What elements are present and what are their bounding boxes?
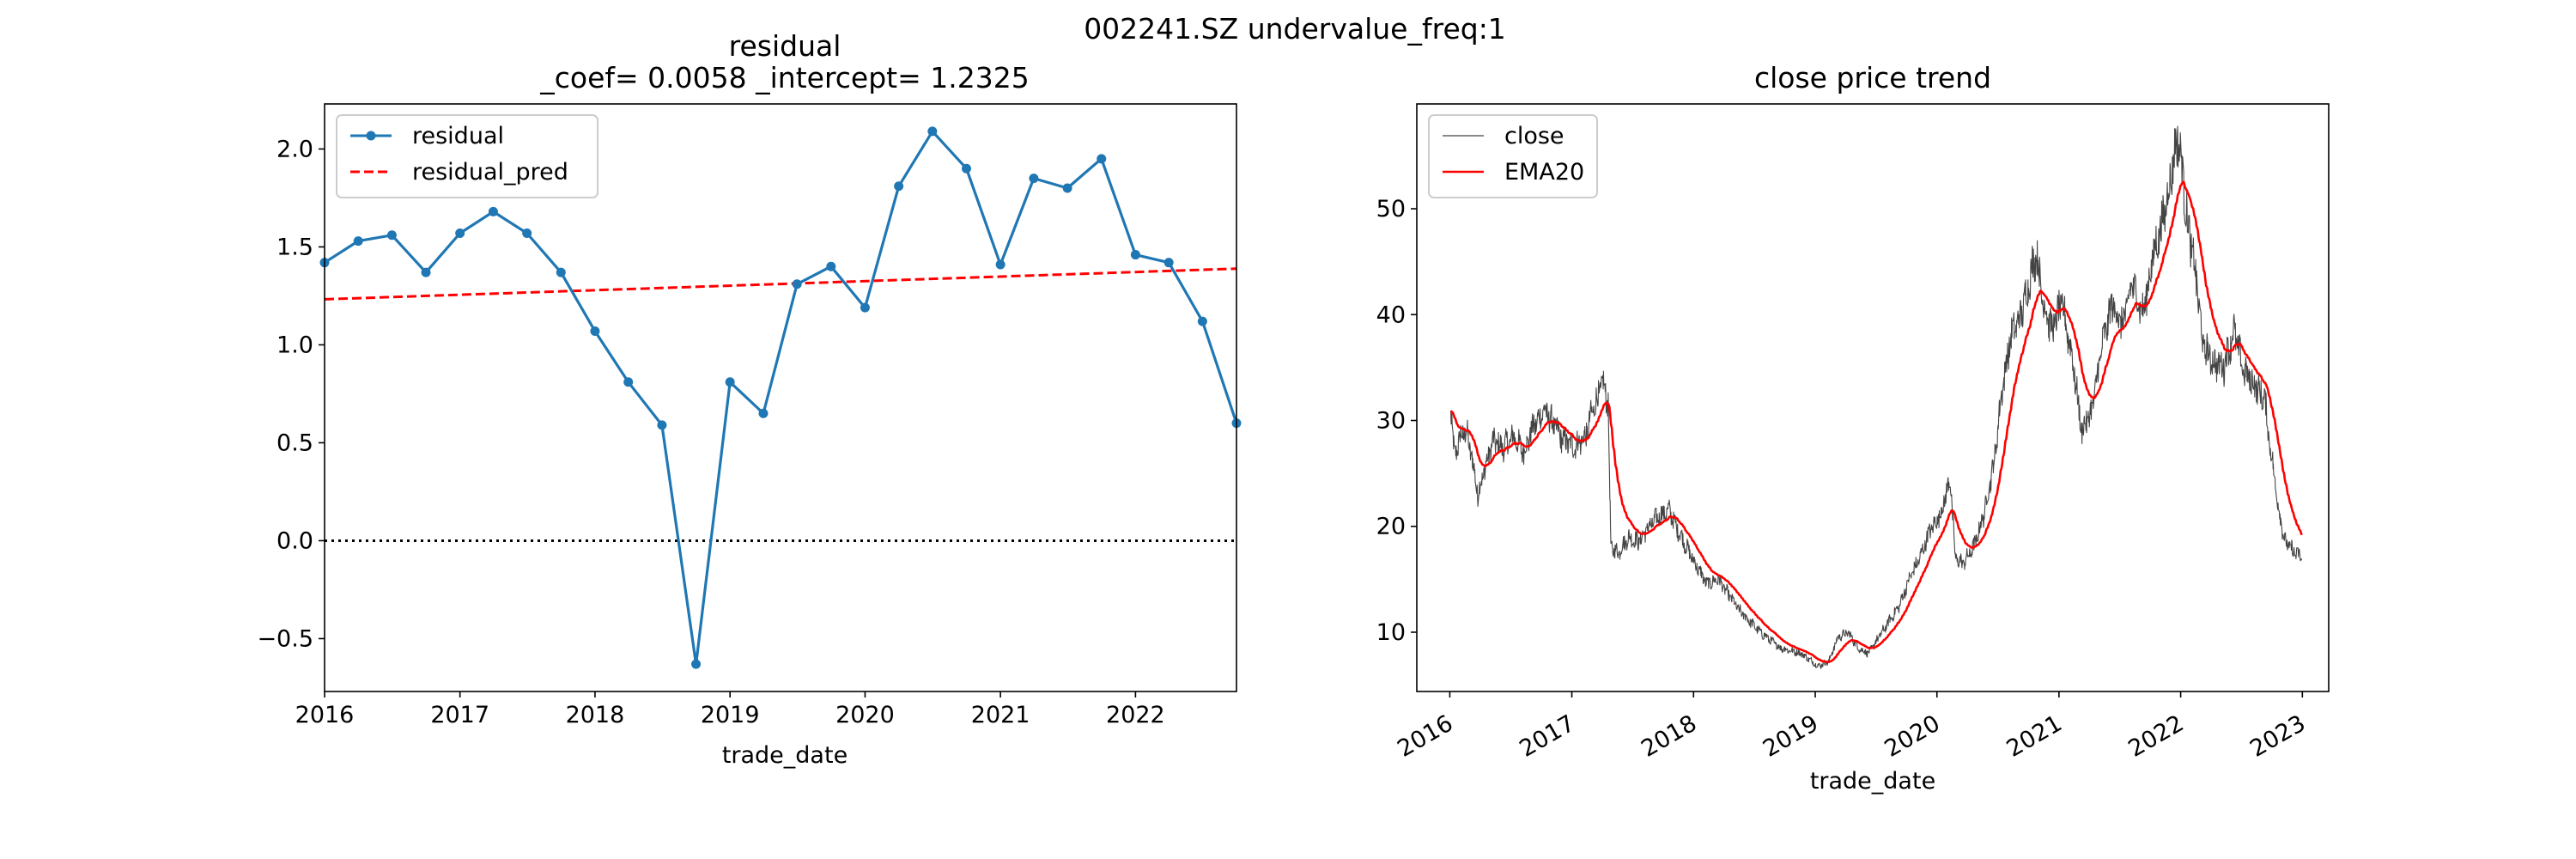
x-tick-label: 2020	[1880, 710, 1945, 763]
figure-suptitle: 002241.SZ undervalue_freq:1	[1084, 12, 1506, 46]
residual-point	[1097, 154, 1107, 164]
y-tick-label: 30	[1376, 407, 1406, 434]
y-tick-label: −0.5	[257, 625, 313, 652]
residual-point	[556, 267, 566, 277]
residual-point	[691, 659, 702, 669]
x-tick-label: 2022	[2124, 710, 2189, 763]
close-price-plot-area	[1449, 125, 2303, 669]
ema20-line	[1449, 180, 2303, 664]
residual-point	[623, 377, 634, 387]
x-tick-label: 2018	[566, 702, 625, 728]
residual-point	[894, 181, 904, 192]
residual-point	[488, 206, 498, 216]
x-tick-label: 2016	[295, 702, 355, 728]
residual-x-axis-label: trade_date	[722, 742, 848, 769]
residual-point	[421, 267, 431, 277]
y-tick-label: 0.0	[276, 527, 313, 554]
residual-point	[826, 261, 836, 271]
residual-x-axis: 2016 2017 2018 2019 2020 2021 2022	[295, 691, 1165, 728]
y-tick-label: 10	[1376, 619, 1406, 646]
residual-point	[927, 126, 938, 137]
close-price-title: close price trend	[1754, 61, 1991, 94]
y-tick-label: 50	[1376, 196, 1406, 222]
residual-point	[995, 259, 1005, 270]
residual-title-line2: _coef= 0.0058 _intercept= 1.2325	[539, 61, 1029, 94]
residual-point	[1062, 183, 1072, 193]
residual-line	[324, 130, 1238, 666]
x-tick-label: 2016	[1393, 710, 1457, 763]
x-tick-label: 2022	[1106, 702, 1165, 728]
residual-point	[590, 326, 600, 336]
residual-legend: residual residual_pred	[336, 114, 598, 198]
close-price-y-axis: 10 20 30 40 50	[1376, 196, 1417, 646]
x-tick-label: 2019	[1759, 710, 1823, 763]
y-tick-label: 1.0	[276, 332, 313, 358]
x-tick-label: 2023	[2245, 710, 2310, 763]
residual-point	[725, 377, 735, 387]
residual-pred-line	[324, 267, 1237, 301]
close-price-x-axis-label: trade_date	[1810, 768, 1935, 795]
x-tick-label: 2019	[701, 702, 760, 728]
y-tick-label: 20	[1376, 514, 1406, 540]
residual-legend-label: residual	[412, 123, 504, 149]
residual-point	[455, 228, 465, 238]
x-tick-label: 2021	[971, 702, 1030, 728]
ema20-legend-label: EMA20	[1504, 159, 1584, 186]
residual-title-line1: residual	[729, 29, 841, 63]
residual-point	[1029, 174, 1039, 184]
close-legend-label: close	[1504, 123, 1564, 149]
y-tick-label: 2.0	[276, 136, 313, 162]
residual-point	[522, 228, 532, 238]
residual-point	[1130, 250, 1140, 260]
residual-point	[961, 163, 971, 174]
close-price-axes-frame	[1416, 103, 2330, 692]
residual-plot-area	[319, 126, 1242, 669]
x-tick-label: 2018	[1637, 710, 1701, 763]
x-tick-label: 2020	[835, 702, 895, 728]
close-price-panel: close price trend 2016 2017 2018 2019 2020 20…	[1376, 61, 2330, 795]
residual-point	[860, 302, 870, 313]
x-tick-label: 2021	[2002, 710, 2067, 763]
residual-point	[1163, 258, 1174, 268]
x-tick-label: 2017	[1515, 710, 1579, 763]
residual-point	[1197, 316, 1207, 326]
y-tick-label: 1.5	[276, 234, 313, 260]
close-price-legend: close EMA20	[1428, 114, 1598, 198]
residual-point	[353, 236, 363, 247]
residual-point	[792, 279, 802, 289]
residual-legend-box	[336, 114, 598, 198]
residual-point	[758, 408, 769, 418]
residual-point	[657, 420, 667, 430]
residual-panel: residual _coef= 0.0058 _intercept= 1.232…	[257, 29, 1242, 769]
residual-axes-frame	[324, 103, 1237, 692]
y-tick-label: 40	[1376, 302, 1406, 328]
residual-y-axis: −0.5 0.0 0.5 1.0 1.5 2.0	[257, 136, 325, 652]
close-line	[1450, 125, 2303, 669]
y-tick-label: 0.5	[276, 430, 313, 456]
x-tick-label: 2017	[430, 702, 489, 728]
residual-legend-marker	[366, 131, 376, 141]
residual-point	[386, 230, 397, 241]
close-price-x-axis: 2016 2017 2018 2019 2020 2021 2022 2023	[1393, 691, 2310, 763]
residual-pred-legend-label: residual_pred	[412, 159, 568, 186]
